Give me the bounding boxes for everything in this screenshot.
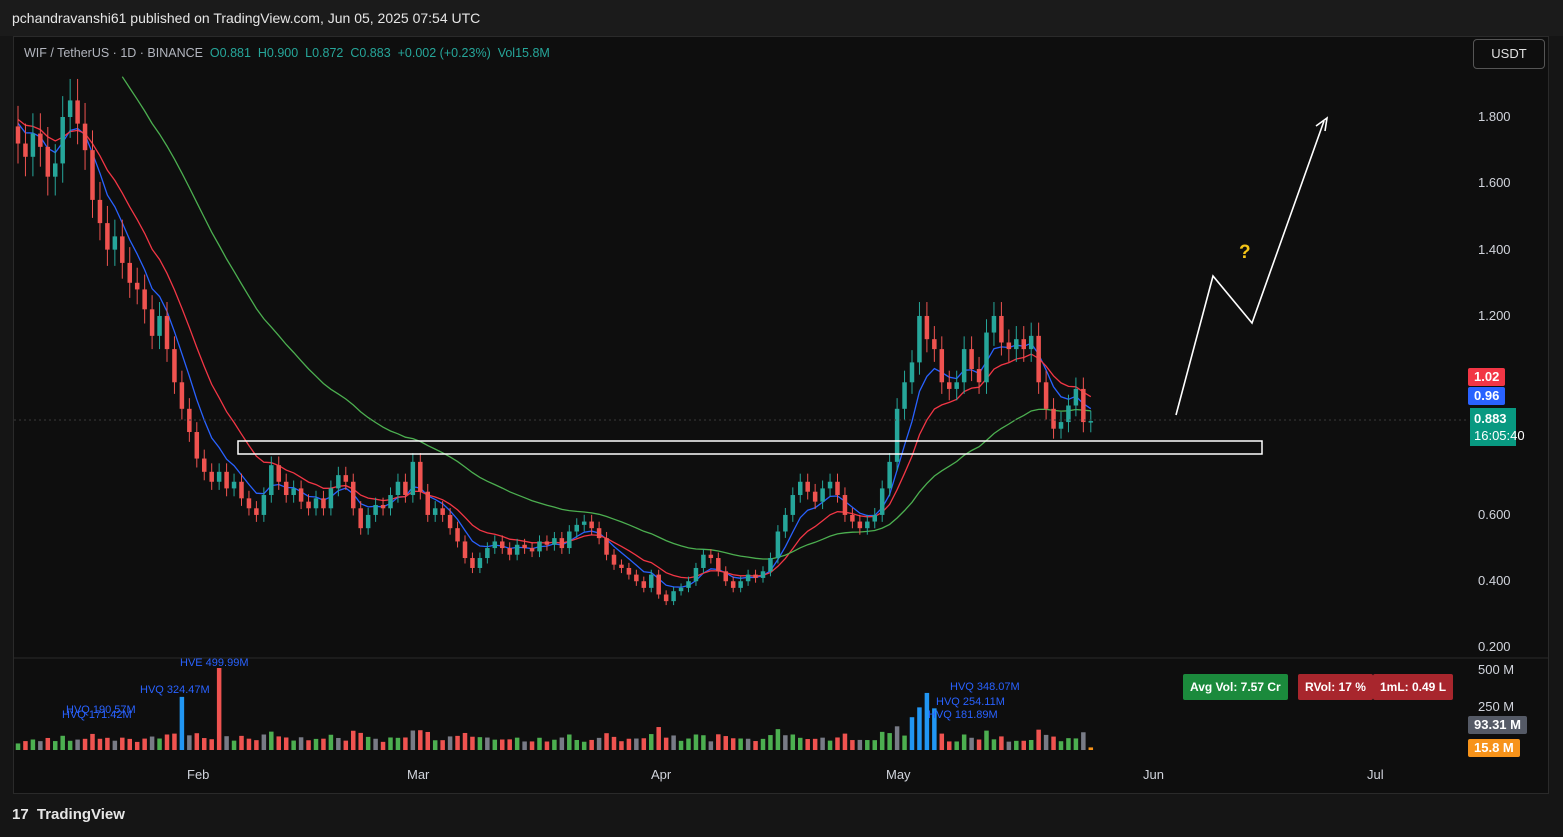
symbol-pair: WIF / TetherUS · 1D · BINANCE	[24, 46, 203, 60]
time-tick: Apr	[651, 767, 672, 782]
price-tick: 0.600	[1478, 507, 1511, 522]
low-value: L0.872	[305, 46, 344, 60]
volume-value: Vol15.8M	[497, 46, 550, 60]
currency-button[interactable]: USDT	[1473, 39, 1545, 69]
price-tick: 1.400	[1478, 242, 1511, 257]
time-tick: Jul	[1367, 767, 1384, 782]
publisher-bar: pchandravanshi61 published on TradingVie…	[0, 0, 1563, 36]
avg-vol-pill: Avg Vol: 7.57 Cr	[1183, 674, 1288, 700]
volume-tick: 500 M	[1478, 662, 1515, 677]
last-price-tag: 0.883 16:05:40	[1470, 408, 1525, 446]
change-value: +0.002 (+0.23%)	[397, 46, 491, 60]
time-tick: Jun	[1143, 767, 1164, 782]
current-volume-tag: 15.8 M	[1468, 739, 1520, 757]
price-tick: 0.200	[1478, 639, 1511, 654]
rvol-pill: RVol: 17 %	[1298, 674, 1373, 700]
last-price-value: 0.883	[1474, 411, 1507, 426]
time-tick: Feb	[187, 767, 210, 782]
close-value: C0.883	[350, 46, 391, 60]
price-tick: 1.600	[1478, 175, 1511, 190]
volume-tick: 250 M	[1478, 699, 1515, 714]
open-value: O0.881	[209, 46, 251, 60]
ma-red-price-tag: 1.02	[1468, 368, 1506, 386]
price-tick: 1.200	[1478, 308, 1511, 323]
time-tick: Mar	[407, 767, 430, 782]
brand-name: TradingView	[36, 806, 125, 823]
tradingview-logo-icon: 17	[12, 806, 29, 823]
avg-volume-tag: 93.31 M	[1468, 716, 1527, 734]
iml-pill: 1mL: 0.49 L	[1373, 674, 1454, 700]
ma-blue-price-tag: 0.96	[1468, 387, 1506, 405]
publisher-text: pchandravanshi61 published on TradingVie…	[12, 10, 481, 26]
high-value: H0.900	[257, 46, 299, 60]
tradingview-brand[interactable]: 17 TradingView	[12, 806, 125, 823]
symbol-legend: WIF / TetherUS · 1D · BINANCE O0.881 H0.…	[24, 46, 550, 60]
price-tick: 1.800	[1478, 109, 1511, 124]
countdown-timer: 16:05:40	[1474, 428, 1525, 443]
time-tick: May	[886, 767, 911, 782]
price-tick: 0.400	[1478, 573, 1511, 588]
